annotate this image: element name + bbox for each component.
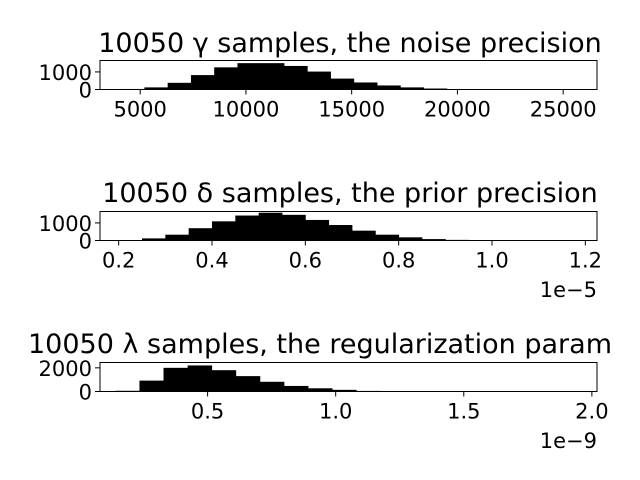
y-tick-label: 0 [79,381,92,405]
histogram-bar [377,85,401,90]
chart-title: 10050 λ samples, the regularization para… [28,329,612,360]
histogram-bar [282,214,306,241]
histogram-bar [139,380,164,392]
histogram-bar [144,87,169,90]
histogram-bar [283,385,309,392]
histogram-bar [212,221,236,241]
offset-text: 1e−5 [540,278,597,302]
x-tick-label: 5000 [113,98,166,122]
lambda-histogram-panel: 10050 λ samples, the regularization para… [28,329,612,453]
histogram-bar [398,237,423,241]
histogram-bar [163,367,189,392]
histogram-bar [330,78,355,90]
y-tick-label: 1000 [39,212,92,236]
y-tick-label: 2000 [39,357,92,381]
y-tick-label: 1000 [39,61,92,85]
x-tick-label: 1.0 [319,400,352,424]
histogram-bar [328,225,353,241]
histogram-bar [187,365,213,392]
axes-frame [99,211,598,241]
x-tick-label: 0.6 [289,249,322,273]
histogram-bar [307,71,331,90]
histogram-bar [235,215,260,241]
histogram-bar [214,67,238,90]
gamma-histogram-panel: 10050 γ samples, the noise precision 500… [39,28,602,122]
x-tick-label: 10000 [213,98,280,122]
axes-frame [99,60,598,90]
x-tick-label: 0.4 [195,249,228,273]
histogram-bar [308,388,333,392]
x-tick-label: 25000 [530,98,597,122]
y-tick-label: 0 [79,79,92,103]
histogram-bars [121,63,587,90]
x-tick-label: 2.0 [575,400,608,424]
histogram-bar [284,65,308,90]
histogram-bar [165,234,190,241]
histogram-bar [211,370,237,392]
histogram-bar [352,230,376,241]
delta-histogram-panel: 10050 δ samples, the prior precision 0.2… [39,178,602,302]
offset-text: 1e−9 [540,429,597,453]
x-tick-label: 20000 [424,98,491,122]
x-tick-label: 1.0 [475,249,508,273]
x-tick-label: 1.5 [447,400,480,424]
x-axis-ticks: 0.5 1.0 1.5 2.0 [191,391,609,424]
x-axis-ticks: 0.2 0.4 0.6 0.8 1.0 1.2 [102,240,602,273]
histogram-bar [167,82,192,90]
histogram-bar [422,239,446,241]
histogram-bar [235,376,261,392]
x-axis-ticks: 5000 10000 15000 20000 25000 [113,89,597,122]
x-tick-label: 0.5 [191,400,224,424]
x-tick-label: 0.8 [382,249,415,273]
histogram-bar [258,212,283,241]
histogram-bar [353,82,378,90]
x-tick-label: 0.2 [102,249,135,273]
histogram-bar [332,389,357,392]
histogram-bars [118,212,586,241]
histogram-bar [260,63,285,90]
histogram-bar [188,228,213,241]
histogram-bar [190,75,215,90]
histogram-bar [400,87,424,90]
histogram-bar [237,63,262,90]
histogram-bar [375,234,400,241]
chart-title: 10050 γ samples, the noise precision [98,28,602,59]
axes-frame [99,362,598,392]
histogram-bar [305,219,330,241]
histogram-bars [115,365,598,392]
y-tick-label: 0 [79,230,92,254]
histogram-bar [142,238,166,241]
x-tick-label: 15000 [318,98,385,122]
chart-title: 10050 δ samples, the prior precision [102,178,598,209]
x-tick-label: 1.2 [569,249,602,273]
histogram-bar [259,381,285,392]
